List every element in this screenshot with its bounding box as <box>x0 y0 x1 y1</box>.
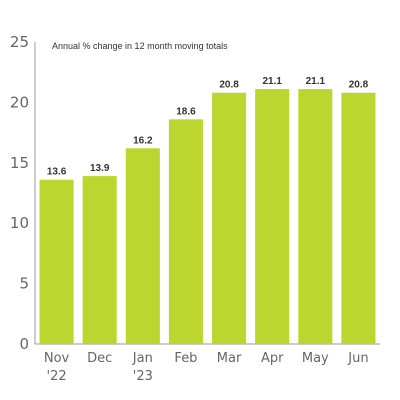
data-label: 16.2 <box>133 135 153 146</box>
bar <box>212 92 247 345</box>
bar <box>39 179 74 344</box>
data-labels: 13.6 13.9 16.2 18.6 20.8 21.1 21.1 20.8 <box>47 76 369 178</box>
chart-title: Annual % change in 12 month moving total… <box>52 41 228 51</box>
bar <box>82 176 117 344</box>
x-tick-label: Apr <box>261 351 284 366</box>
x-tick-label: Jun <box>347 351 368 366</box>
x-tick-label: Mar <box>217 351 242 366</box>
data-label: 18.6 <box>176 106 196 117</box>
data-label: 20.8 <box>219 80 239 91</box>
y-tick-label: 25 <box>10 33 29 51</box>
x-axis-ticks: Nov '22 Dec Jan '23 Feb Mar Apr May Jun <box>44 351 369 384</box>
y-tick-label: 15 <box>10 154 29 172</box>
bar <box>341 92 376 345</box>
y-axis-ticks: 0 5 10 15 20 25 <box>10 33 29 353</box>
x-tick-label: Dec <box>87 351 112 366</box>
bar <box>255 89 290 344</box>
y-tick-label: 5 <box>19 275 29 293</box>
bar <box>125 148 160 344</box>
data-label: 21.1 <box>262 76 282 87</box>
data-label: 20.8 <box>349 80 369 91</box>
data-label: 21.1 <box>306 76 326 87</box>
data-label: 13.6 <box>47 167 67 178</box>
y-tick-label: 20 <box>10 93 29 111</box>
bar <box>168 119 203 344</box>
x-tick-label: May <box>302 351 329 366</box>
y-tick-label: 0 <box>19 335 29 353</box>
y-tick-label: 10 <box>10 214 29 232</box>
x-tick-label: Jan '23 <box>132 351 153 384</box>
x-tick-label: Feb <box>174 351 197 366</box>
data-label: 13.9 <box>90 163 110 174</box>
bar <box>298 89 333 344</box>
x-tick-label: Nov '22 <box>44 351 70 384</box>
bar-series <box>39 89 376 345</box>
